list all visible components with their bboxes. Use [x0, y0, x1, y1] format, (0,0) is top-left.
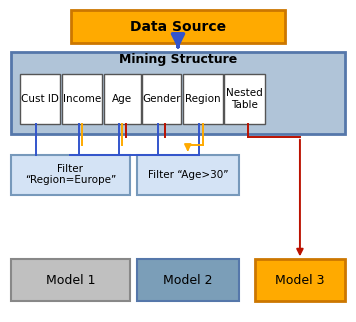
FancyBboxPatch shape [20, 74, 60, 124]
FancyBboxPatch shape [11, 155, 130, 195]
Text: Model 1: Model 1 [46, 274, 95, 287]
Text: Gender: Gender [142, 94, 181, 104]
FancyBboxPatch shape [11, 52, 345, 134]
FancyBboxPatch shape [11, 259, 130, 301]
FancyBboxPatch shape [224, 74, 265, 124]
Text: Region: Region [185, 94, 220, 104]
Text: Model 3: Model 3 [275, 274, 325, 287]
FancyBboxPatch shape [142, 74, 181, 124]
Text: Nested
Table: Nested Table [226, 88, 263, 110]
Text: Filter “Age>30”: Filter “Age>30” [147, 170, 228, 180]
Text: Model 2: Model 2 [163, 274, 213, 287]
Text: Cust ID: Cust ID [21, 94, 59, 104]
Text: Data Source: Data Source [130, 20, 226, 33]
Text: Mining Structure: Mining Structure [119, 53, 237, 66]
FancyBboxPatch shape [255, 259, 345, 301]
Text: Filter
“Region=Europe”: Filter “Region=Europe” [25, 164, 116, 185]
FancyBboxPatch shape [137, 259, 239, 301]
FancyBboxPatch shape [62, 74, 102, 124]
FancyBboxPatch shape [137, 155, 239, 195]
FancyBboxPatch shape [183, 74, 222, 124]
FancyBboxPatch shape [104, 74, 141, 124]
Text: Income: Income [63, 94, 101, 104]
FancyBboxPatch shape [71, 10, 285, 43]
Text: Age: Age [112, 94, 132, 104]
